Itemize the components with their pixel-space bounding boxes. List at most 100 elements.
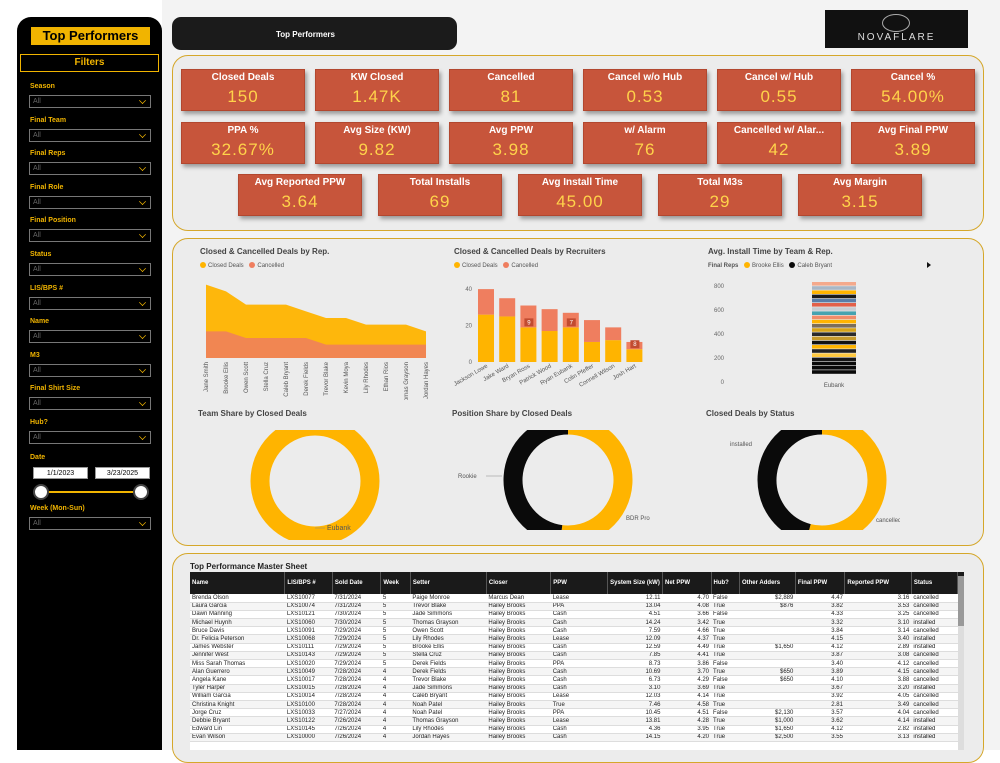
install-stack-segment[interactable]: [812, 324, 856, 328]
install-stack-segment[interactable]: [812, 340, 856, 345]
install-stack-segment[interactable]: [812, 311, 856, 315]
table-row[interactable]: William Garcia LXS10014 7/28/2024 4 Caleb Br…: [190, 692, 964, 701]
closed-bar[interactable]: [562, 327, 579, 362]
table-row[interactable]: Christina Knight LXS10100 7/28/2024 4 Noah P…: [190, 700, 964, 710]
cancelled-bar[interactable]: [478, 289, 494, 315]
table-row[interactable]: Debbie Bryant LXS10122 7/26/2024 4 Thomas Gr…: [190, 716, 964, 726]
column-header[interactable]: Closer: [486, 572, 552, 594]
table-row[interactable]: Bruce Davis LXS10091 7/29/2024 5 Owen Scott H…: [190, 626, 964, 636]
table-cell: Lily Rhodes: [410, 725, 487, 734]
column-header[interactable]: Other Adders: [739, 572, 796, 594]
cancelled-bar[interactable]: [605, 327, 622, 341]
install-stack-segment[interactable]: [812, 357, 856, 362]
filter-dropdown-7[interactable]: All: [29, 330, 151, 344]
cancelled-bar[interactable]: [499, 298, 516, 317]
closed-bar[interactable]: [626, 349, 643, 362]
date-slider-end-handle[interactable]: [133, 484, 149, 500]
column-header[interactable]: Week: [380, 572, 411, 594]
install-stack-segment[interactable]: [812, 336, 856, 341]
filter-dropdown-5[interactable]: All: [29, 263, 151, 276]
closed-bar[interactable]: [499, 316, 516, 362]
table-row[interactable]: Dr. Felicia Peterson LXS10068 7/29/2024 5 Li…: [190, 634, 964, 644]
closed-bar[interactable]: [605, 340, 622, 362]
table-row[interactable]: Alan Guerrero LXS10049 7/28/2024 4 Derek Fie…: [190, 667, 964, 677]
status-slice[interactable]: [757, 430, 823, 530]
install-stack-segment[interactable]: [812, 370, 856, 374]
install-stack-segment[interactable]: [812, 366, 856, 370]
table-cell: 12.03: [607, 692, 663, 701]
position-slice[interactable]: [503, 430, 569, 530]
install-stack-segment[interactable]: [812, 328, 856, 332]
filter-dropdown-0[interactable]: All: [29, 95, 151, 108]
cancelled-bar[interactable]: [584, 320, 600, 342]
filter-dropdown-10[interactable]: All: [29, 431, 151, 444]
table-row[interactable]: Brenda Olson LXS10077 7/31/2024 5 Paige Monr…: [190, 594, 964, 603]
filter-dropdown-1[interactable]: All: [29, 128, 151, 142]
install-stack-segment[interactable]: [812, 353, 856, 357]
install-stack-segment[interactable]: [812, 282, 856, 286]
table-row[interactable]: Laura Garcia LXS10074 7/31/2024 5 Trevor Bla…: [190, 602, 964, 611]
date-end-input[interactable]: 3/23/2025: [95, 467, 150, 479]
closed-bar[interactable]: [541, 331, 558, 362]
column-header[interactable]: PPW: [550, 572, 609, 594]
table-row[interactable]: James Webster LXS10111 7/29/2024 5 Brooke El…: [190, 643, 964, 652]
column-header[interactable]: Final PPW: [795, 572, 846, 594]
table-row[interactable]: Tyler Harper LXS10015 7/28/2024 4 Jade Simmo…: [190, 684, 964, 693]
table-row[interactable]: Jennifer West LXS10143 7/29/2024 5 Stella Cr…: [190, 651, 964, 661]
install-stack-segment[interactable]: [812, 303, 856, 307]
rep-tick-label: Stella Cruz: [264, 362, 270, 391]
table-row[interactable]: Angela Kane LXS10017 7/28/2024 4 Trevor Blak…: [190, 675, 964, 685]
install-stack-segment[interactable]: [812, 332, 856, 336]
column-header[interactable]: Net PPW: [662, 572, 712, 594]
master-sheet-table: Name LIS/BPS # Sold Date Week Setter Closer PP…: [190, 572, 964, 750]
kpi-value: 1.47K: [352, 87, 402, 106]
install-stack-segment[interactable]: [812, 345, 856, 349]
table-cell: Hailey Brooks: [486, 692, 551, 701]
closed-bar[interactable]: [478, 314, 494, 362]
table-row[interactable]: Miss Sarah Thomas LXS10020 7/29/2024 5 Derek…: [190, 659, 964, 669]
table-row[interactable]: Dawn Manning LXS10121 7/30/2024 5 Jade Simmo…: [190, 610, 964, 620]
position-slice[interactable]: [561, 430, 633, 530]
table-row[interactable]: Evan Wilson LXS10000 7/26/2024 4 Jordan Haye…: [190, 733, 964, 742]
filter-dropdown-6[interactable]: All: [29, 296, 151, 310]
table-scrollbar[interactable]: [958, 576, 964, 750]
week-dropdown[interactable]: All: [29, 517, 151, 530]
date-slider-track[interactable]: [44, 491, 142, 493]
table-cell: LXS10015: [284, 684, 333, 693]
date-start-input[interactable]: 1/1/2023: [33, 467, 88, 479]
filter-dropdown-2[interactable]: All: [29, 162, 151, 176]
column-header[interactable]: Sold Date: [332, 572, 382, 594]
install-stack-segment[interactable]: [812, 298, 856, 303]
install-stack-segment[interactable]: [812, 286, 856, 290]
table-cell: Jennifer West: [190, 651, 285, 661]
filter-dropdown-4[interactable]: All: [29, 229, 151, 243]
table-row[interactable]: Jorge Cruz LXS10033 7/27/2024 4 Noah Patel Ha…: [190, 708, 964, 718]
table-row[interactable]: Michael Huynh LXS10060 7/30/2024 5 Thomas Gr…: [190, 618, 964, 628]
install-stack-segment[interactable]: [812, 361, 856, 366]
column-header[interactable]: Setter: [410, 572, 487, 594]
column-header[interactable]: System Size (kW): [607, 572, 663, 594]
install-stack-segment[interactable]: [812, 349, 856, 353]
filter-dropdown-3[interactable]: All: [29, 195, 151, 209]
filter-dropdown-8[interactable]: All: [29, 363, 151, 377]
cancelled-bar[interactable]: [541, 309, 558, 332]
date-slider-start-handle[interactable]: [33, 484, 49, 500]
column-header[interactable]: Reported PPW: [844, 572, 912, 594]
kpi-card: Avg Reported PPW 3.64: [238, 174, 362, 216]
closed-bar[interactable]: [584, 341, 600, 362]
filter-dropdown-9[interactable]: All: [29, 397, 151, 411]
install-stack-segment[interactable]: [812, 294, 856, 299]
column-header[interactable]: LIS/BPS #: [284, 572, 333, 594]
column-header[interactable]: Hub?: [711, 572, 740, 594]
install-stack-segment[interactable]: [812, 307, 856, 311]
install-stack-segment[interactable]: [812, 319, 856, 324]
closed-bar[interactable]: [520, 327, 537, 362]
table-row[interactable]: Edward Lin LXS10145 7/26/2024 4 Lily Rhodes H…: [190, 725, 964, 734]
install-stack-segment[interactable]: [812, 290, 856, 294]
scrollbar-thumb[interactable]: [958, 576, 964, 626]
column-header[interactable]: Name: [190, 572, 286, 594]
column-header[interactable]: Status: [911, 572, 959, 594]
install-stack-segment[interactable]: [812, 315, 856, 320]
legend-next-icon[interactable]: [927, 262, 931, 268]
status-slice[interactable]: [808, 430, 887, 530]
